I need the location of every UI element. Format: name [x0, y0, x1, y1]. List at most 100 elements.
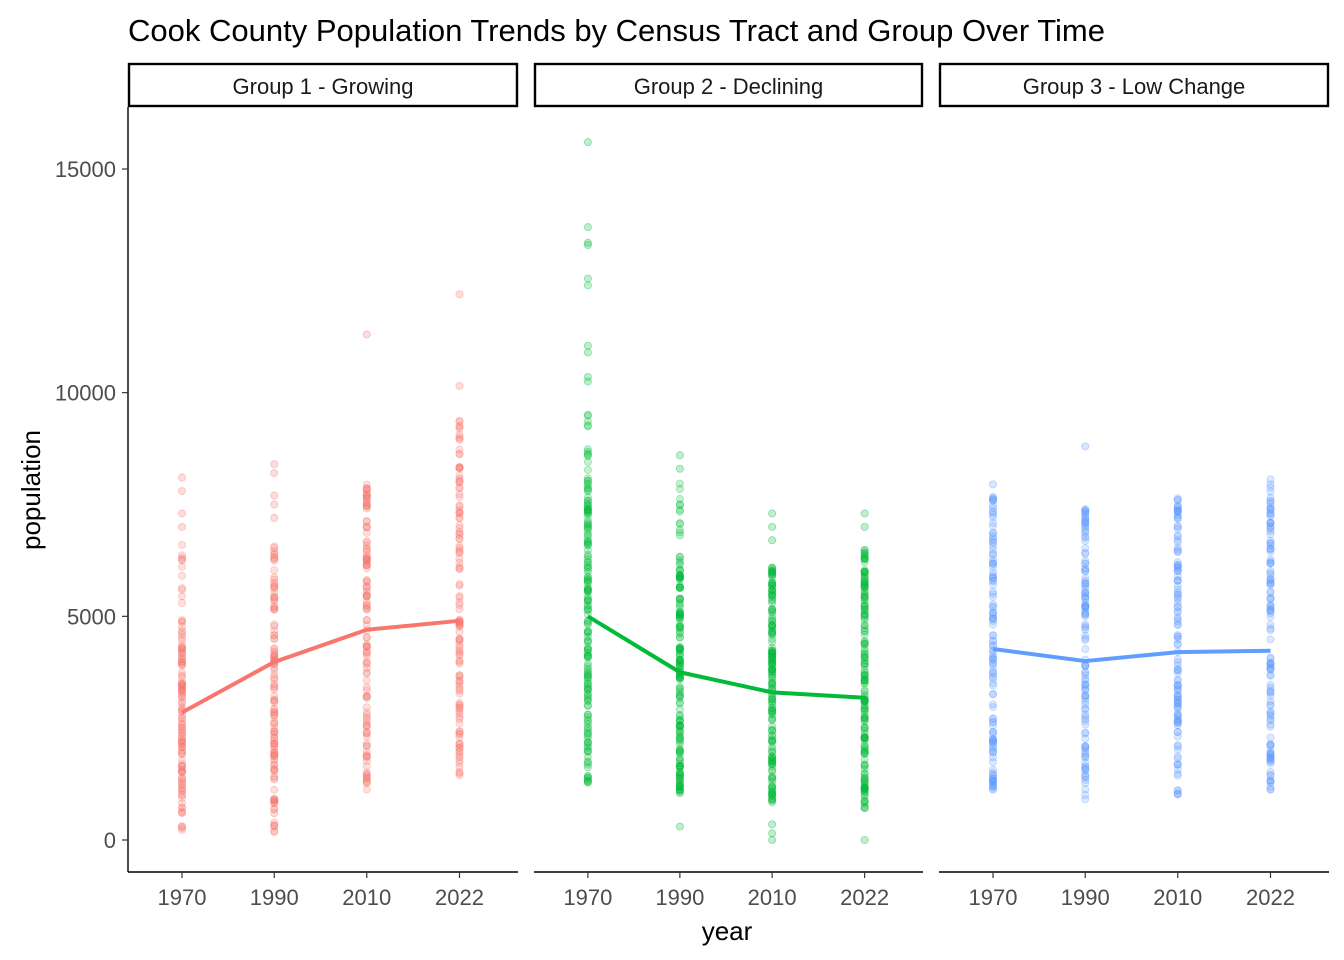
data-point	[178, 473, 187, 482]
data-point	[1266, 750, 1275, 759]
data-point	[1266, 665, 1275, 674]
data-point	[860, 653, 869, 662]
data-point	[270, 750, 279, 759]
data-point	[178, 643, 187, 652]
data-point	[1173, 513, 1182, 522]
data-point	[675, 747, 684, 756]
data-point	[583, 567, 592, 576]
data-point	[1266, 518, 1275, 527]
data-point	[860, 780, 869, 789]
data-point	[583, 507, 592, 516]
data-point	[455, 554, 464, 563]
data-point	[178, 617, 187, 626]
data-point	[362, 560, 371, 569]
data-point	[1266, 576, 1275, 585]
data-point	[989, 557, 998, 566]
data-point	[583, 734, 592, 743]
data-point	[583, 685, 592, 694]
data-point	[768, 791, 777, 800]
data-point	[860, 713, 869, 722]
facet-strip-label: Group 1 - Growing	[233, 74, 414, 99]
data-point	[675, 558, 684, 567]
data-point	[583, 508, 592, 517]
data-point	[178, 684, 187, 693]
data-point	[583, 480, 592, 489]
data-point	[1081, 567, 1090, 576]
data-point	[860, 576, 869, 585]
data-point	[583, 729, 592, 738]
data-point	[270, 583, 279, 592]
data-point	[583, 760, 592, 769]
data-point	[270, 582, 279, 591]
data-point	[362, 491, 371, 500]
data-point	[270, 727, 279, 736]
data-point	[455, 542, 464, 551]
data-point	[455, 743, 464, 752]
data-point	[583, 690, 592, 699]
facet-strip	[127, 62, 519, 108]
data-point	[989, 690, 998, 699]
data-point	[768, 760, 777, 769]
data-point	[675, 518, 684, 527]
data-point	[455, 598, 464, 607]
data-point	[1266, 626, 1275, 635]
data-point	[455, 478, 464, 487]
data-point	[1266, 756, 1275, 765]
data-point	[362, 553, 371, 562]
data-point	[270, 622, 279, 631]
data-point	[455, 699, 464, 708]
data-point	[768, 599, 777, 608]
data-point	[768, 622, 777, 631]
data-point	[989, 620, 998, 629]
x-tick-label: 2010	[342, 885, 391, 910]
data-point	[989, 668, 998, 677]
data-point	[178, 713, 187, 722]
data-point	[270, 712, 279, 721]
data-point	[1266, 570, 1275, 579]
data-point	[989, 510, 998, 519]
data-point	[583, 241, 592, 250]
data-point	[989, 592, 998, 601]
data-point	[455, 592, 464, 601]
data-point	[1173, 608, 1182, 617]
data-point	[583, 645, 592, 654]
data-point	[1173, 692, 1182, 701]
data-point	[860, 788, 869, 797]
data-point	[583, 738, 592, 747]
data-point	[989, 703, 998, 712]
data-point	[583, 561, 592, 570]
data-point	[989, 493, 998, 502]
data-point	[768, 673, 777, 682]
data-point	[362, 605, 371, 614]
data-point	[583, 509, 592, 518]
data-point	[362, 718, 371, 727]
data-point	[768, 634, 777, 643]
data-point	[1081, 762, 1090, 771]
data-point	[455, 546, 464, 555]
data-point	[362, 686, 371, 695]
data-point	[768, 629, 777, 638]
data-point	[583, 476, 592, 485]
data-point	[675, 595, 684, 604]
data-point	[768, 566, 777, 575]
data-point	[583, 596, 592, 605]
data-point	[362, 523, 371, 532]
data-point	[860, 784, 869, 793]
data-point	[583, 717, 592, 726]
data-point	[1081, 778, 1090, 787]
data-point	[362, 601, 371, 610]
data-point	[1081, 668, 1090, 677]
data-point	[270, 760, 279, 769]
data-point	[860, 549, 869, 558]
data-point	[989, 559, 998, 568]
data-point	[583, 679, 592, 688]
data-point	[455, 529, 464, 538]
data-point	[1081, 795, 1090, 804]
data-point	[583, 538, 592, 547]
data-point	[455, 682, 464, 691]
data-point	[178, 509, 187, 518]
data-point	[860, 566, 869, 575]
data-point	[270, 754, 279, 763]
data-point	[1173, 502, 1182, 511]
data-point	[1081, 728, 1090, 737]
